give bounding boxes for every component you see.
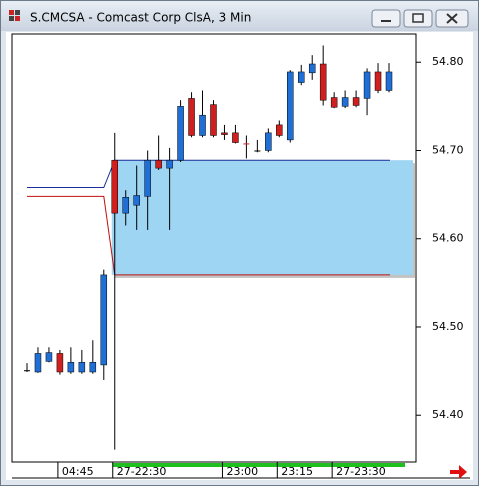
candle-body — [363, 71, 371, 99]
candle-body — [374, 71, 382, 91]
candle-body — [166, 159, 173, 169]
candle-body — [243, 143, 250, 145]
candle-body — [221, 132, 228, 135]
candle-body — [56, 353, 64, 373]
candle-body — [330, 97, 338, 108]
candle-body — [67, 362, 75, 373]
window-title: S.CMCSA - Comcast Corp ClsA, 3 Min — [30, 11, 251, 25]
candle-body — [144, 159, 151, 197]
candle-body — [287, 71, 294, 141]
zone-top-line — [27, 159, 390, 189]
y-tick-label: 54.60 — [432, 232, 464, 245]
candle-body — [100, 274, 108, 366]
candle-body — [276, 124, 283, 136]
maximize-button[interactable] — [403, 9, 433, 28]
y-tick-label: 54.40 — [432, 408, 464, 421]
y-tick-label: 54.50 — [432, 320, 464, 333]
candle-body — [122, 197, 129, 214]
candle-body — [308, 63, 316, 74]
app-icon — [9, 10, 20, 21]
y-tick-label: 54.70 — [432, 143, 464, 156]
minimize-button[interactable] — [371, 9, 401, 28]
zone-bottom-line — [27, 195, 390, 276]
zone — [111, 160, 414, 275]
x-tick-label: 04:45 — [62, 465, 94, 478]
candle-body — [385, 71, 393, 91]
candle-body — [297, 71, 305, 83]
session-bar — [113, 463, 405, 467]
candle-body — [199, 114, 206, 136]
candle-body — [254, 150, 261, 152]
candle-body — [78, 362, 86, 373]
candle-body — [177, 106, 184, 161]
candle-body — [341, 97, 349, 107]
x-tick-label: 27-23:30 — [336, 465, 386, 478]
candle-body — [352, 97, 360, 106]
candle-body — [89, 362, 97, 373]
candle-body — [232, 132, 239, 143]
candle-body — [188, 98, 195, 136]
candle-body — [34, 353, 42, 373]
candle-body — [155, 159, 162, 169]
candle-body — [210, 104, 217, 136]
candle-body — [133, 195, 140, 206]
x-tick-label: 27-22:30 — [117, 465, 167, 478]
candle-body — [24, 370, 30, 372]
candle-body — [265, 132, 272, 151]
y-tick-label: 54.80 — [432, 55, 464, 68]
candle-body — [45, 352, 53, 362]
scroll-arrow[interactable] — [450, 465, 467, 479]
candle-body — [111, 159, 119, 214]
close-button[interactable] — [435, 9, 469, 28]
candle-body — [319, 63, 327, 101]
x-tick-label: 23:15 — [281, 465, 313, 478]
x-tick-label: 23:00 — [226, 465, 258, 478]
